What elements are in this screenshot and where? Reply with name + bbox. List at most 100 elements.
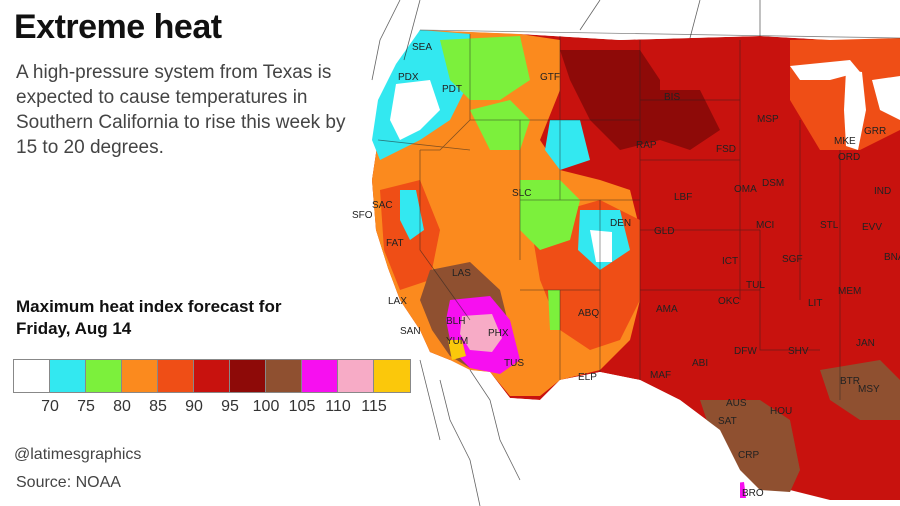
legend-swatch bbox=[374, 360, 410, 392]
city-label-grr: GRR bbox=[864, 126, 886, 137]
legend-swatch bbox=[158, 360, 194, 392]
city-label-fat: FAT bbox=[386, 238, 404, 249]
legend-color-bar bbox=[13, 359, 411, 393]
city-label-sea: SEA bbox=[412, 42, 432, 53]
legend-tick-label: 115 bbox=[361, 398, 387, 415]
legend-tick-label: 90 bbox=[185, 398, 203, 415]
city-label-btr: BTR bbox=[840, 376, 860, 387]
city-label-den: DEN bbox=[610, 218, 631, 229]
city-label-lit: LIT bbox=[808, 298, 822, 309]
heat-region-rockies-green bbox=[520, 180, 580, 250]
city-label-pdx: PDX bbox=[398, 72, 419, 83]
legend-tick-label: 100 bbox=[252, 398, 280, 415]
city-label-rap: RAP bbox=[636, 140, 657, 151]
heat-region-sw-pink bbox=[460, 314, 502, 352]
legend-swatch bbox=[122, 360, 158, 392]
legend-swatch bbox=[302, 360, 338, 392]
legend-tick-label: 70 bbox=[41, 398, 59, 415]
legend-swatch bbox=[338, 360, 374, 392]
city-label-sgf: SGF bbox=[782, 254, 803, 265]
page-description: A high-pressure system from Texas is exp… bbox=[16, 62, 346, 158]
city-label-san: SAN bbox=[400, 326, 421, 337]
city-label-mem: MEM bbox=[838, 286, 861, 297]
city-label-abq: ABQ bbox=[578, 308, 599, 319]
lake-superior bbox=[790, 60, 860, 80]
city-label-stl: STL bbox=[820, 220, 839, 231]
heat-region-nm-green bbox=[548, 290, 560, 330]
legend-swatch bbox=[266, 360, 302, 392]
legend-tick-label: 75 bbox=[77, 398, 95, 415]
city-label-ama: AMA bbox=[656, 304, 678, 315]
legend-tick-label: 85 bbox=[149, 398, 167, 415]
legend-tick-label: 110 bbox=[325, 398, 351, 415]
city-label-aus: AUS bbox=[726, 398, 747, 409]
heat-region-sw-yellow bbox=[448, 340, 466, 360]
city-label-msp: MSP bbox=[757, 114, 779, 125]
city-label-ind: IND bbox=[874, 186, 891, 197]
city-label-sac: SAC bbox=[372, 200, 393, 211]
city-label-ord: ORD bbox=[838, 152, 860, 163]
city-label-mke: MKE bbox=[834, 136, 856, 147]
city-label-jan: JAN bbox=[856, 338, 875, 349]
heat-region-plains-darkred bbox=[560, 50, 660, 150]
city-label-pdt: PDT bbox=[442, 84, 462, 95]
city-label-dsm: DSM bbox=[762, 178, 784, 189]
city-label-crp: CRP bbox=[738, 450, 759, 461]
city-label-bis: BIS bbox=[664, 92, 680, 103]
city-label-las: LAS bbox=[452, 268, 471, 279]
heat-region-nw-white bbox=[390, 80, 440, 140]
source-text: Source: NOAA bbox=[16, 474, 121, 491]
lake-huron bbox=[872, 76, 900, 120]
mexico-region bbox=[420, 360, 740, 506]
lake-michigan bbox=[844, 70, 866, 150]
city-label-phx: PHX bbox=[488, 328, 509, 339]
city-label-hou: HOU bbox=[770, 406, 792, 417]
city-label-mci: MCI bbox=[756, 220, 774, 231]
city-label-dfw: DFW bbox=[734, 346, 757, 357]
legend-swatch bbox=[194, 360, 230, 392]
city-label-sfo: SFO bbox=[352, 210, 373, 221]
city-label-maf: MAF bbox=[650, 370, 671, 381]
city-label-gld: GLD bbox=[654, 226, 675, 237]
city-label-sat: SAT bbox=[718, 416, 737, 427]
city-label-abi: ABI bbox=[692, 358, 708, 369]
city-label-blh: BLH bbox=[446, 316, 465, 327]
city-label-tul: TUL bbox=[746, 280, 765, 291]
heat-region-rockies-cyan bbox=[545, 120, 590, 170]
legend-swatch bbox=[14, 360, 50, 392]
canada-region bbox=[400, 0, 900, 40]
city-label-elp: ELP bbox=[578, 372, 597, 383]
heat-region-sierra-cyan bbox=[400, 190, 424, 240]
city-label-slc: SLC bbox=[512, 188, 531, 199]
city-label-lbf: LBF bbox=[674, 192, 692, 203]
city-label-ict: ICT bbox=[722, 256, 738, 267]
city-label-lax: LAX bbox=[388, 296, 407, 307]
city-label-shv: SHV bbox=[788, 346, 809, 357]
city-label-okc: OKC bbox=[718, 296, 740, 307]
page-title: Extreme heat bbox=[14, 8, 222, 46]
legend-tick-label: 105 bbox=[288, 398, 316, 415]
city-label-bna: BNA bbox=[884, 252, 900, 263]
city-label-evv: EVV bbox=[862, 222, 882, 233]
legend-title: Maximum heat index forecast for Friday, … bbox=[16, 297, 282, 338]
city-label-gtf: GTF bbox=[540, 72, 560, 83]
heat-region-plains-darkred-2 bbox=[660, 90, 720, 150]
city-labels: SEA PDX PDT GTF BIS MSP RAP FSD MKE GRR ORD OMA DSM S… bbox=[352, 42, 900, 499]
city-label-tus: TUS bbox=[504, 358, 524, 369]
legend-swatch bbox=[230, 360, 266, 392]
legend-tick-label: 95 bbox=[221, 398, 239, 415]
legend-tick-label: 80 bbox=[113, 398, 131, 415]
heat-region-colorado-white bbox=[590, 230, 612, 262]
city-label-oma: OMA bbox=[734, 184, 757, 195]
city-label-yum: YUM bbox=[446, 336, 468, 347]
legend-swatch bbox=[86, 360, 122, 392]
city-label-fsd: FSD bbox=[716, 144, 736, 155]
heat-region-idaho-green bbox=[470, 100, 530, 150]
city-label-bro: BRO bbox=[742, 488, 764, 499]
city-label-msy: MSY bbox=[858, 384, 880, 395]
legend-swatch bbox=[50, 360, 86, 392]
outside-borders bbox=[371, 0, 761, 506]
state-borders bbox=[377, 29, 900, 400]
heat-region-tx-brown bbox=[700, 400, 800, 492]
